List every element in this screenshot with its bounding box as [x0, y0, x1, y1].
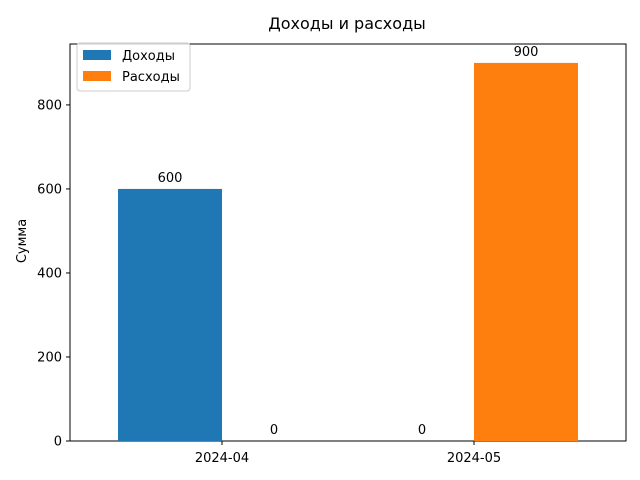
legend: Доходы Расходы — [76, 42, 191, 92]
x-axis-ticks: 2024-04 2024-05 — [195, 441, 501, 466]
bar-labels: 600 0 0 900 — [158, 45, 539, 438]
y-tick-label: 0 — [54, 435, 62, 450]
bar-value-label: 900 — [514, 45, 539, 60]
legend-swatch — [83, 50, 111, 60]
bar-0-0 — [118, 188, 223, 441]
x-tick-label: 2024-05 — [447, 451, 501, 466]
bars — [118, 62, 578, 442]
y-tick-label: 800 — [37, 98, 62, 113]
y-axis-ticks: 0 200 400 600 800 — [37, 98, 70, 450]
y-tick-label: 600 — [37, 182, 62, 197]
legend-label: Доходы — [122, 49, 175, 64]
y-axis-label: Сумма — [15, 219, 30, 263]
bar-value-label: 0 — [270, 423, 278, 438]
bar-value-label: 0 — [418, 423, 426, 438]
bar-1-1 — [473, 62, 578, 442]
x-tick-label: 2024-04 — [195, 451, 249, 466]
y-tick-label: 400 — [37, 266, 62, 281]
legend-swatch — [83, 71, 111, 81]
axes-frame — [69, 43, 627, 442]
legend-label: Расходы — [122, 70, 180, 85]
y-tick-label: 200 — [37, 350, 62, 365]
chart-title: Доходы и расходы — [268, 14, 426, 33]
plot-area — [69, 43, 627, 442]
bar-value-label: 600 — [158, 171, 183, 186]
